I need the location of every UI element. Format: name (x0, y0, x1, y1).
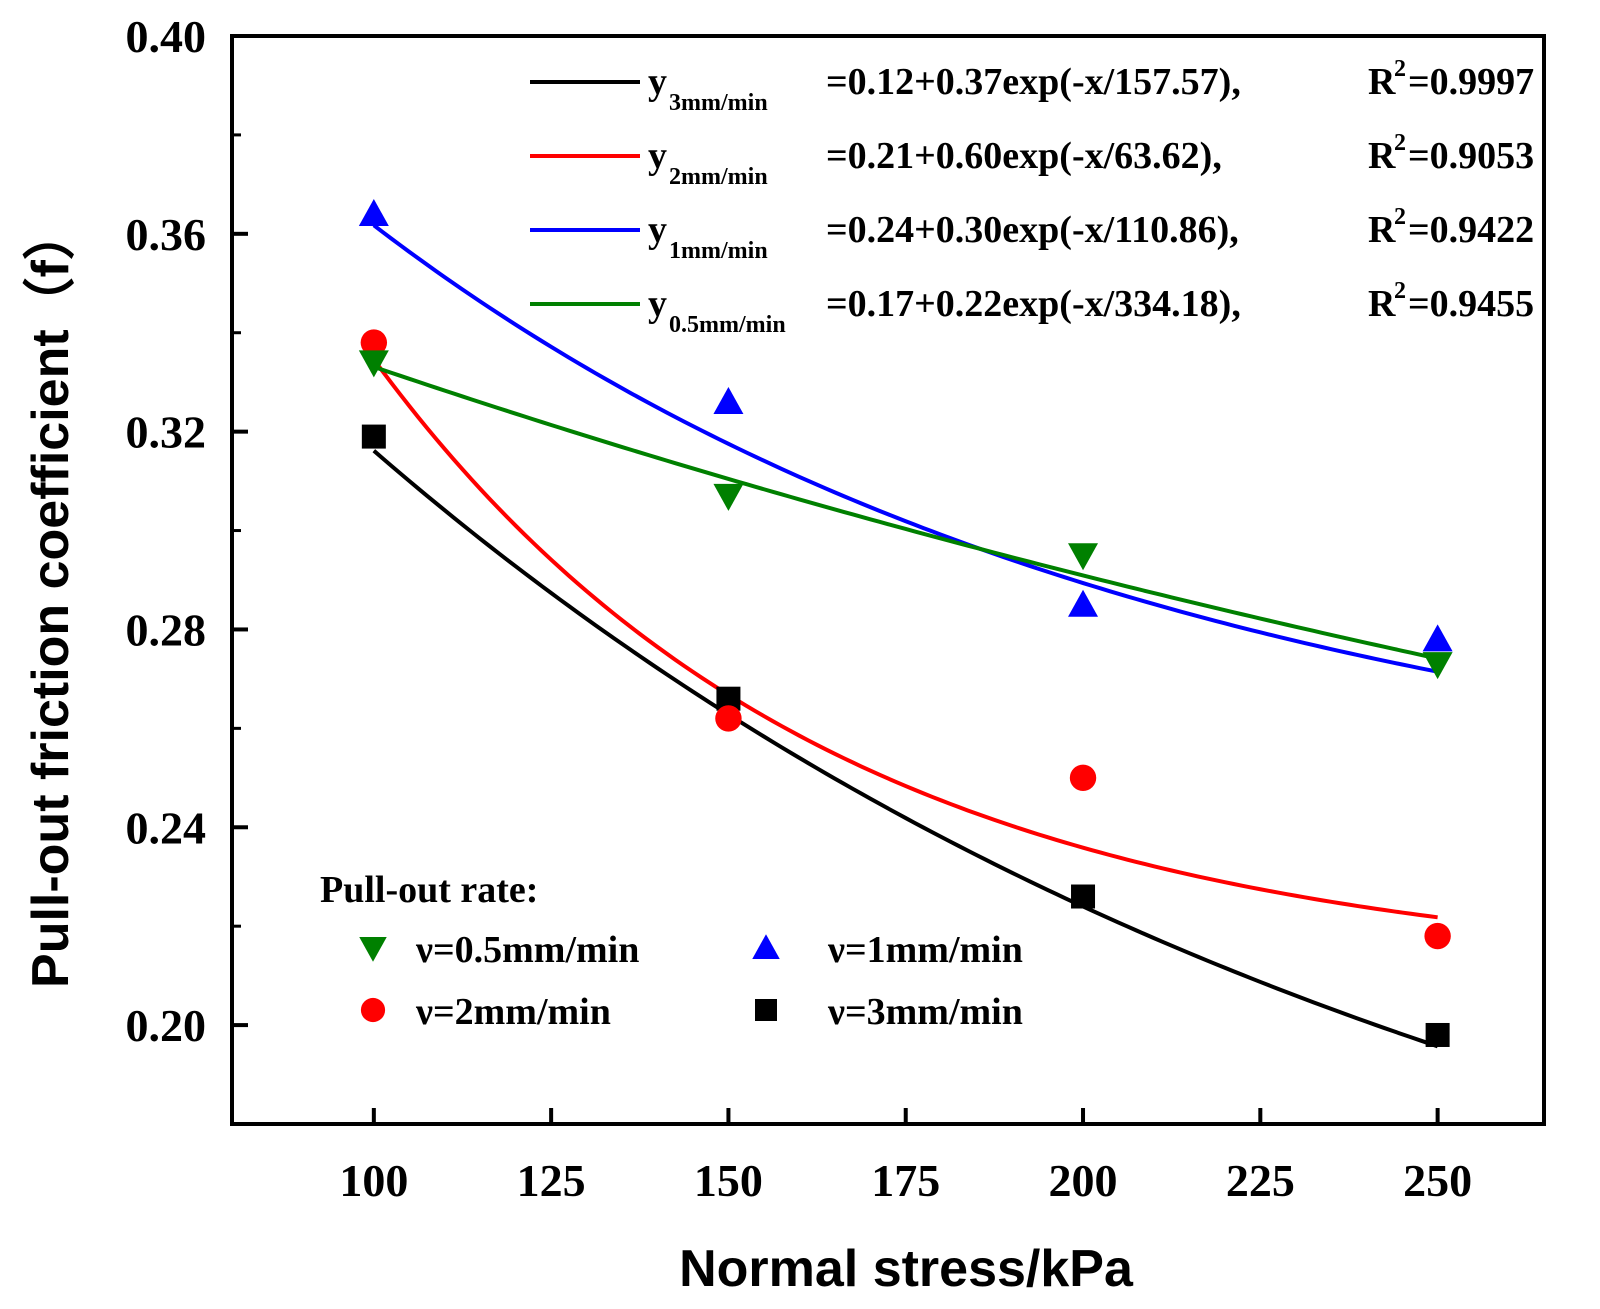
fit-legend-y-1mm-min: y (648, 209, 667, 251)
fit-legend-r-3mm-min: R (1368, 61, 1396, 103)
marker-legend-symbol-2mm-min (360, 997, 386, 1023)
marker-0p5mm-min-x250 (1422, 652, 1453, 680)
fit-legend-r-0p5mm-min: R (1368, 283, 1396, 325)
marker-3mm-min-x200 (1071, 884, 1096, 909)
fit-legend-r-2mm-min: R (1368, 135, 1396, 177)
marker-2mm-min-x200 (1069, 764, 1097, 792)
data-markers (358, 199, 1453, 1047)
y-tick-label-0.32: 0.32 (126, 407, 207, 458)
x-tick-label-125: 125 (517, 1155, 586, 1206)
fit-legend-r-sup-2mm-min: 2 (1394, 130, 1406, 156)
fit-curve-1mm-min (372, 223, 1439, 674)
x-tick-label-225: 225 (1226, 1155, 1295, 1206)
marker-legend-symbol-0p5mm-min (359, 937, 387, 962)
fit-legend-r2-2mm-min: =0.9053 (1408, 135, 1534, 177)
fit-legend-r-sup-3mm-min: 2 (1394, 56, 1406, 82)
fit-legend-equation-3mm-min: =0.12+0.37exp(-x/157.57), (826, 61, 1241, 103)
fit-legend-equation-0p5mm-min: =0.17+0.22exp(-x/334.18), (826, 283, 1241, 325)
fit-legend-r2-3mm-min: =0.9997 (1408, 61, 1534, 103)
axis-ticks: 100 125 150 175 200 225 250 0.20 0.24 0.28 0.32 0.3… (126, 11, 1473, 1206)
y-tick-label-0.20: 0.20 (126, 1000, 207, 1051)
marker-2mm-min-x150 (715, 705, 742, 732)
plot-frame (230, 34, 1546, 1126)
x-axis-title: Normal stress/kPa (679, 1240, 1134, 1298)
fit-legend-r-sup-1mm-min: 2 (1394, 204, 1406, 230)
fit-legend-r2-0p5mm-min: =0.9455 (1408, 283, 1534, 325)
marker-legend-symbol-3mm-min (755, 999, 777, 1021)
fit-legend-r2-1mm-min: =0.9422 (1408, 209, 1534, 251)
fit-curve-2mm-min (372, 358, 1438, 920)
marker-0p5mm-min-x100 (358, 350, 389, 378)
x-tick-label-200: 200 (1049, 1155, 1118, 1206)
marker-0p5mm-min-x150 (713, 483, 744, 511)
y-axis-title: Pull-out friction coefficient（f） (22, 208, 80, 988)
y-tick-label-0.40: 0.40 (126, 11, 207, 62)
marker-legend-label-3mm-min: ν=3mm/min (827, 991, 1023, 1033)
marker-2mm-min-x250 (1424, 922, 1451, 950)
fit-legend-y-2mm-min: y (648, 135, 667, 177)
fit-legend-subscript-1mm-min: 1mm/min (669, 238, 768, 264)
marker-3mm-min-x250 (1425, 1022, 1450, 1047)
fit-curves (372, 223, 1439, 1049)
fit-legend-subscript-2mm-min: 2mm/min (669, 164, 768, 190)
marker-3mm-min-x100 (361, 424, 386, 449)
marker-legend-label-1mm-min: ν=1mm/min (827, 929, 1023, 971)
marker-1mm-min-x150 (713, 386, 744, 414)
y-tick-label-0.24: 0.24 (126, 802, 207, 853)
fit-legend-r-1mm-min: R (1368, 209, 1396, 251)
fit-legend-equation-1mm-min: =0.24+0.30exp(-x/110.86), (826, 209, 1239, 251)
marker-1mm-min-x100 (358, 199, 389, 227)
fit-legend-r-sup-0p5mm-min: 2 (1394, 278, 1406, 304)
marker-1mm-min-x250 (1422, 624, 1453, 652)
fit-legend-equation-2mm-min: =0.21+0.60exp(-x/63.62), (826, 135, 1222, 177)
marker-legend-title: Pull-out rate: (320, 869, 538, 911)
fit-curve-3mm-min (372, 449, 1439, 1049)
fit-legend-subscript-0p5mm-min: 0.5mm/min (669, 312, 786, 338)
marker-legend-label-0p5mm-min: ν=0.5mm/min (415, 929, 639, 971)
x-tick-label-250: 250 (1403, 1155, 1472, 1206)
fit-legend-y-0p5mm-min: y (648, 283, 667, 325)
x-tick-label-175: 175 (871, 1155, 940, 1206)
marker-0p5mm-min-x200 (1068, 543, 1099, 571)
marker-legend: Pull-out rate: ν=0.5mm/min ν=1mm/min ν=2mm/… (320, 869, 1023, 1033)
marker-2mm-min-x100 (360, 329, 388, 356)
marker-legend-symbol-1mm-min (752, 934, 780, 959)
y-tick-label-0.28: 0.28 (126, 604, 207, 655)
fit-legend-y-3mm-min: y (648, 61, 667, 103)
marker-1mm-min-x200 (1068, 589, 1099, 617)
x-tick-label-100: 100 (339, 1155, 408, 1206)
x-tick-label-150: 150 (694, 1155, 763, 1206)
y-tick-label-0.36: 0.36 (126, 209, 207, 260)
marker-legend-label-2mm-min: ν=2mm/min (415, 991, 611, 1033)
fit-legend: y 3mm/min =0.12+0.37exp(-x/157.57), R2 =0.99… (530, 56, 1534, 338)
fit-curve-0p5mm-min (373, 364, 1439, 661)
fit-legend-subscript-3mm-min: 3mm/min (669, 90, 768, 116)
